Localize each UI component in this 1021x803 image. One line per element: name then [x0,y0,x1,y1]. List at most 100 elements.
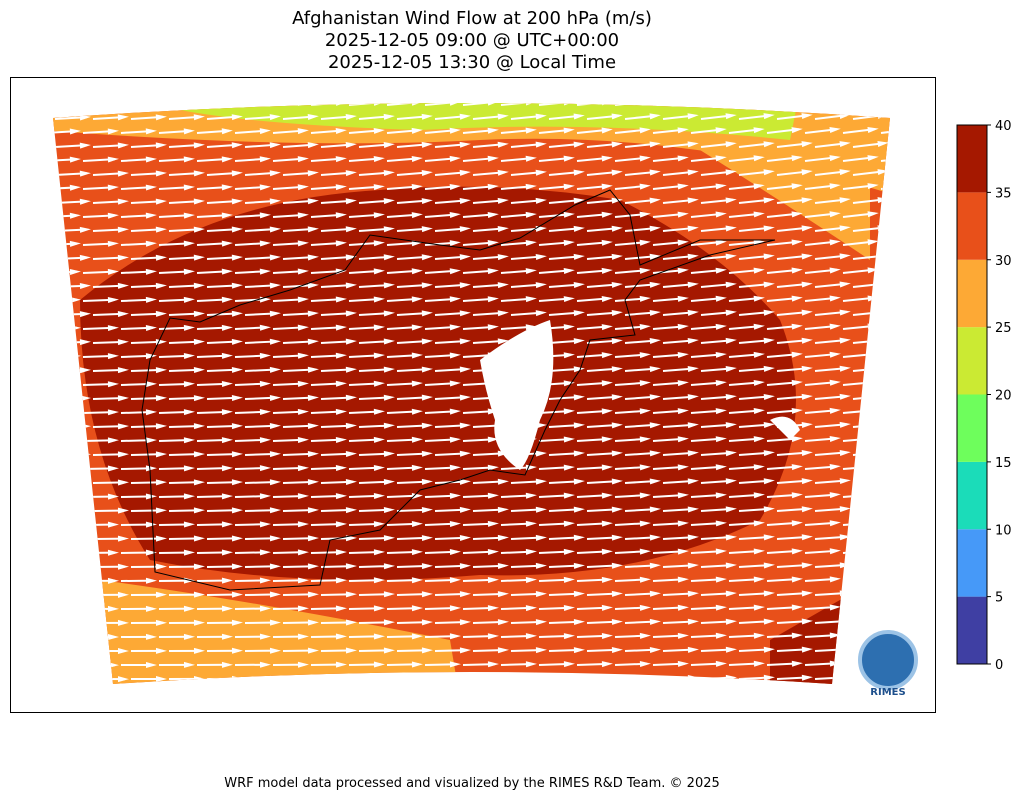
arrow-head [906,352,917,358]
arrow-head [70,381,81,387]
arrow-head [905,211,916,217]
wind-arrow [83,103,115,105]
colorbar-segment [957,260,987,327]
wind-arrow [891,227,923,231]
arrow-head [840,618,851,624]
arrow-head [70,634,81,640]
wind-arrow [891,565,923,567]
colorbar-tick-label: 30 [995,254,1012,269]
colorbar-tick-label: 10 [995,523,1012,538]
arrow-head [868,295,879,301]
wind-arrow [273,102,305,105]
arrow-head [80,648,91,654]
wind-arrow [121,103,153,105]
arrow-head [536,675,547,681]
colorbar-segment [957,395,987,462]
wind-arrow [691,101,723,105]
arrow-head [905,127,916,133]
wind-arrow [159,103,191,105]
arrow-head [906,323,917,329]
arrow-head [868,436,879,442]
arrow-head [906,436,917,442]
arrow-head [916,394,927,400]
wind-arrow [891,593,923,595]
wind-arrow [891,621,923,623]
arrow-head [640,99,651,105]
wind-arrow [435,678,467,679]
arrow-head [868,380,879,386]
arrow-head [80,480,91,486]
arrow-head [222,100,233,106]
wind-arrow [881,523,913,525]
wind-arrow [843,607,875,609]
wind-arrow [45,328,77,329]
colorbar-tick-label: 40 [995,119,1012,134]
arrow-head [791,99,802,105]
wind-arrow [511,678,543,679]
arrow-head [878,506,889,512]
arrow-head [80,536,91,542]
arrow-head [878,562,889,568]
arrow-head [70,522,81,528]
arrow-head [915,225,926,231]
arrow-head [906,492,917,498]
wind-arrow [881,382,913,385]
arrow-head [498,675,509,681]
arrow-head [878,590,889,596]
wind-arrow [891,424,923,427]
wind-arrow [881,354,913,357]
wind-arrow [45,440,77,441]
arrow-head [916,422,927,428]
wind-arrow [843,551,875,553]
wind-arrow [891,480,923,483]
wind-arrow [729,101,761,105]
colorbar-tick-label: 20 [995,389,1012,404]
wind-arrow [359,678,391,679]
arrow-head [384,676,395,682]
colorbar-tick-label: 25 [995,321,1012,336]
wind-arrow [55,426,87,427]
wind-arrow [891,396,923,399]
wind-arrow [853,621,885,623]
arrow-head [906,464,917,470]
arrow-head [906,576,917,582]
wind-arrow [881,270,913,273]
arrow-head [678,99,689,105]
wind-arrow [891,284,923,287]
arrow-head [878,422,889,428]
wind-arrow [891,143,923,147]
wind-arrow [881,410,913,413]
arrow-head [868,464,879,470]
arrow-head [650,675,661,681]
arrow-head [878,225,889,231]
wind-arrow [843,579,875,581]
wind-arrow [881,101,913,105]
wind-arrow [891,340,923,343]
arrow-head [80,508,91,514]
arrow-head [905,183,916,189]
arrow-head [916,506,927,512]
arrow-head [840,590,851,596]
wind-arrow [473,678,505,679]
arrow-head [878,309,889,315]
arrow-head [80,564,91,570]
arrow-head [906,520,917,526]
arrow-head [70,466,81,472]
arrow-head [916,675,927,681]
arrow-head [906,295,917,301]
arrow-head [916,646,927,652]
arrow-head [916,338,927,344]
subtitle: 2025-12-05 09:00 @ UTC+00:00 [325,30,619,51]
subtitle: 2025-12-05 13:30 @ Local Time [328,52,616,73]
wind-arrow [881,438,913,441]
wind-arrow [881,326,913,329]
colorbar-tick-label: 5 [995,591,1003,606]
arrow-head [916,253,927,259]
arrow-head [753,99,764,105]
wind-arrow [891,452,923,455]
arrow-head [840,562,851,568]
arrow-head [70,578,81,584]
arrow-head [70,437,81,443]
wind-arrow [881,551,913,553]
